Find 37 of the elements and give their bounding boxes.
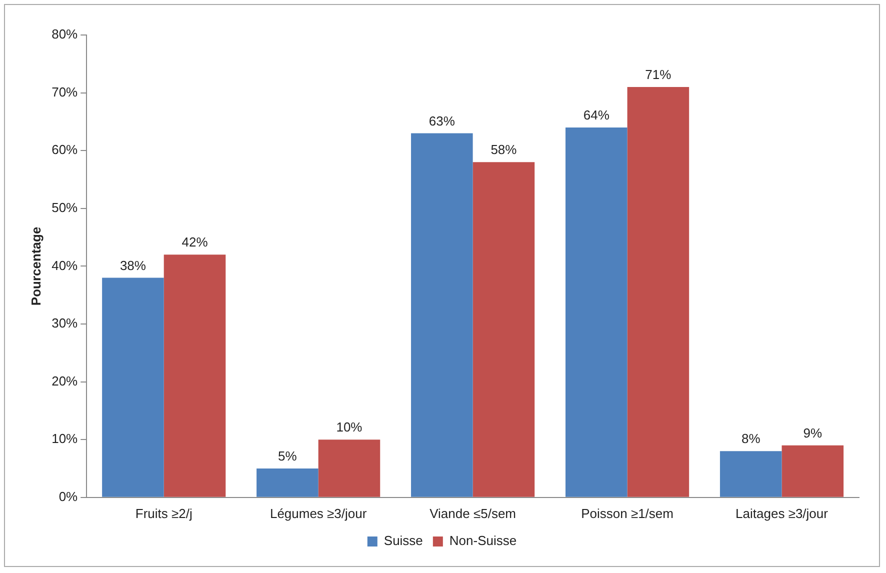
legend-label: Non-Suisse <box>449 533 517 548</box>
data-label: 64% <box>583 108 610 123</box>
data-label: 5% <box>278 448 298 464</box>
bar <box>472 162 535 497</box>
y-tick-label: 40% <box>52 258 78 273</box>
data-label: 38% <box>120 258 146 273</box>
bar <box>318 440 380 497</box>
data-label: 10% <box>336 420 363 435</box>
x-tick-label: Légumes ≥3/jour <box>270 506 368 521</box>
y-axis-title: Pourcentage <box>28 226 44 306</box>
bar <box>102 278 164 497</box>
bar <box>256 468 318 497</box>
y-tick-label: 10% <box>52 431 78 446</box>
y-tick-label: 50% <box>52 200 78 215</box>
bar <box>164 254 226 497</box>
data-label: 63% <box>428 113 456 128</box>
data-label: 8% <box>741 431 761 446</box>
x-tick-label: Fruits ≥2/j <box>135 506 192 521</box>
legend-label: Suisse <box>384 533 423 548</box>
data-label: 71% <box>645 67 672 82</box>
y-tick-label: 30% <box>52 316 78 331</box>
y-tick-label: 0% <box>58 488 78 504</box>
x-tick-label: Poisson ≥1/sem <box>581 506 674 521</box>
bar <box>411 133 473 497</box>
data-label: 9% <box>803 425 822 440</box>
bar <box>565 127 628 497</box>
y-tick-label: 20% <box>52 373 78 388</box>
bar <box>627 87 690 497</box>
y-tick-label: 80% <box>52 26 78 42</box>
data-label: 42% <box>182 234 208 250</box>
bar <box>782 445 844 497</box>
data-label: 58% <box>490 142 518 158</box>
x-tick-label: Viande ≤5/sem <box>430 506 516 521</box>
y-tick-label: 70% <box>52 84 78 100</box>
bar <box>720 451 782 497</box>
y-tick-label: 60% <box>52 142 78 158</box>
x-tick-label: Laitages ≥3/jour <box>736 506 829 521</box>
